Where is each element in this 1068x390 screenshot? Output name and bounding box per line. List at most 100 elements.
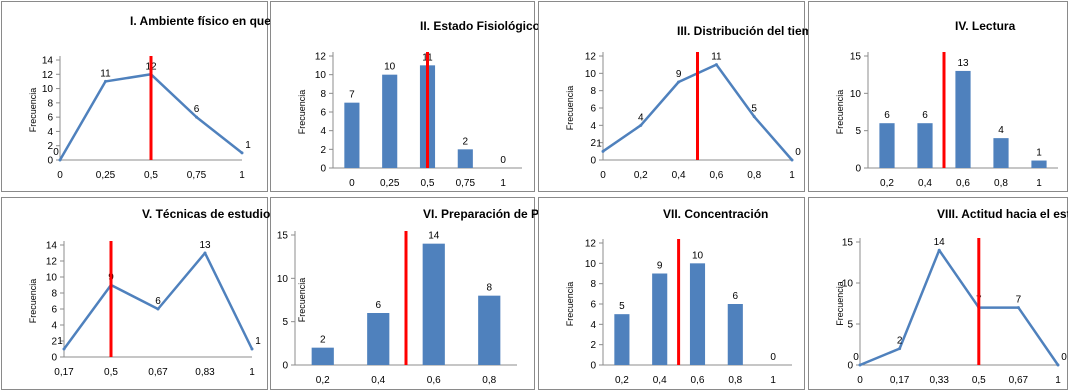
data-label: 2 (463, 136, 469, 147)
x-tick-label: 0,2 (615, 375, 629, 386)
data-point (898, 347, 902, 351)
x-tick-label: 1 (789, 170, 795, 181)
chart-8: VIII. Actitud hacia el estudio051015Frec… (808, 197, 1068, 390)
data-label: 13 (199, 240, 211, 251)
x-tick-label: 0,33 (929, 375, 949, 386)
chart-2: II. Estado Fisiológico024681012Frecuenci… (270, 1, 540, 192)
y-tick-label: 0 (282, 361, 288, 372)
chart-title: III. Distribución del tiempo (677, 24, 827, 38)
data-label: 0 (770, 352, 776, 363)
data-point (250, 347, 254, 351)
y-tick-label: 10 (585, 259, 597, 270)
y-tick-label: 6 (51, 305, 57, 316)
y-tick-label: 0 (590, 361, 596, 372)
y-tick-label: 6 (590, 300, 596, 311)
data-point (858, 363, 862, 367)
data-label: 0 (500, 155, 506, 166)
y-tick-label: 6 (590, 104, 596, 115)
x-tick-label: 0,17 (890, 375, 910, 386)
data-label: 9 (676, 69, 682, 80)
y-tick-label: 5 (855, 126, 861, 137)
chart-6: VI. Preparación de Pruebas051015Frecuenc… (270, 197, 579, 390)
y-tick-label: 4 (590, 320, 596, 331)
data-point (1056, 363, 1060, 367)
y-tick-label: 15 (277, 231, 289, 242)
bar (614, 314, 630, 365)
x-tick-label: 0,2 (634, 170, 648, 181)
y-tick-label: 12 (585, 239, 597, 250)
data-point (714, 63, 718, 67)
x-tick-label: 1 (1036, 178, 1042, 189)
bar (917, 123, 933, 168)
data-label: 0 (53, 147, 59, 158)
chart-title: IV. Lectura (955, 19, 1016, 33)
y-tick-label: 14 (42, 56, 54, 67)
y-tick-label: 12 (42, 70, 54, 81)
x-tick-label: 0,2 (316, 375, 330, 386)
x-tick-label: 0,5 (144, 170, 158, 181)
data-label: 7 (349, 90, 355, 101)
chart-frame (1, 1, 268, 192)
data-label: 7 (1016, 295, 1022, 306)
data-label: 1 (596, 138, 602, 149)
chart-4: IV. Lectura 0 5 10 15 Frecuencia 0,2 0,4 0,6 0,8 1… (808, 1, 1068, 192)
y-tick-label: 2 (51, 337, 57, 348)
y-tick-label: 8 (47, 98, 53, 109)
y-tick-label: 0 (590, 156, 596, 167)
bar (727, 304, 743, 365)
x-tick-label: 0,8 (994, 178, 1008, 189)
y-axis-label: Frecuencia (28, 88, 38, 133)
data-label: 13 (957, 58, 969, 69)
chart-title: V. Técnicas de estudio (142, 207, 270, 221)
y-tick-label: 12 (46, 257, 58, 268)
data-label: 14 (428, 231, 440, 242)
data-label: 6 (194, 104, 200, 115)
chart-title: II. Estado Fisiológico (420, 19, 540, 33)
chart-3: III. Distribución del tiempo024681012Fre… (538, 1, 827, 192)
chart-frame (538, 197, 805, 390)
y-tick-label: 0 (855, 164, 861, 175)
x-tick-label: 0,8 (747, 170, 761, 181)
data-label: 0 (795, 147, 801, 158)
x-tick-label: 0,75 (456, 178, 476, 189)
y-axis-label: Frecuencia (565, 86, 575, 131)
data-label: 11 (711, 52, 722, 63)
y-tick-label: 12 (585, 52, 597, 63)
data-label: 5 (619, 301, 625, 312)
x-tick-label: 1 (500, 178, 506, 189)
y-tick-label: 10 (42, 84, 54, 95)
data-label: 9 (657, 261, 663, 272)
x-tick-label: 0,6 (709, 170, 723, 181)
x-tick-label: 0,83 (195, 367, 215, 378)
data-point (203, 251, 207, 255)
data-point (1016, 306, 1020, 310)
series-line (859, 248, 1060, 367)
chart-frame (270, 1, 535, 192)
y-tick-label: 5 (282, 317, 288, 328)
y-tick-label: 15 (842, 238, 854, 249)
bar (879, 123, 895, 168)
y-tick-label: 2 (47, 141, 53, 152)
x-tick-label: 0 (857, 375, 863, 386)
data-point (639, 123, 643, 127)
bar (457, 149, 473, 168)
data-label: 0 (1061, 352, 1067, 363)
chart-frame (808, 197, 1068, 390)
bar (367, 313, 390, 365)
x-tick-label: 0,8 (482, 375, 496, 386)
x-tick-label: 1 (249, 367, 255, 378)
bar (652, 273, 668, 365)
y-tick-label: 5 (847, 320, 853, 331)
x-tick-label: 0,4 (653, 375, 667, 386)
x-tick-label: 0,67 (1009, 375, 1029, 386)
data-point (195, 115, 198, 119)
data-label: 6 (375, 300, 381, 311)
data-label: 6 (733, 291, 739, 302)
y-axis-label: Frecuencia (835, 281, 845, 326)
x-tick-label: 1 (1055, 375, 1061, 386)
x-tick-label: 0,6 (691, 375, 705, 386)
y-tick-label: 2 (590, 138, 596, 149)
y-tick-label: 0 (320, 164, 326, 175)
data-label: 6 (884, 110, 890, 121)
